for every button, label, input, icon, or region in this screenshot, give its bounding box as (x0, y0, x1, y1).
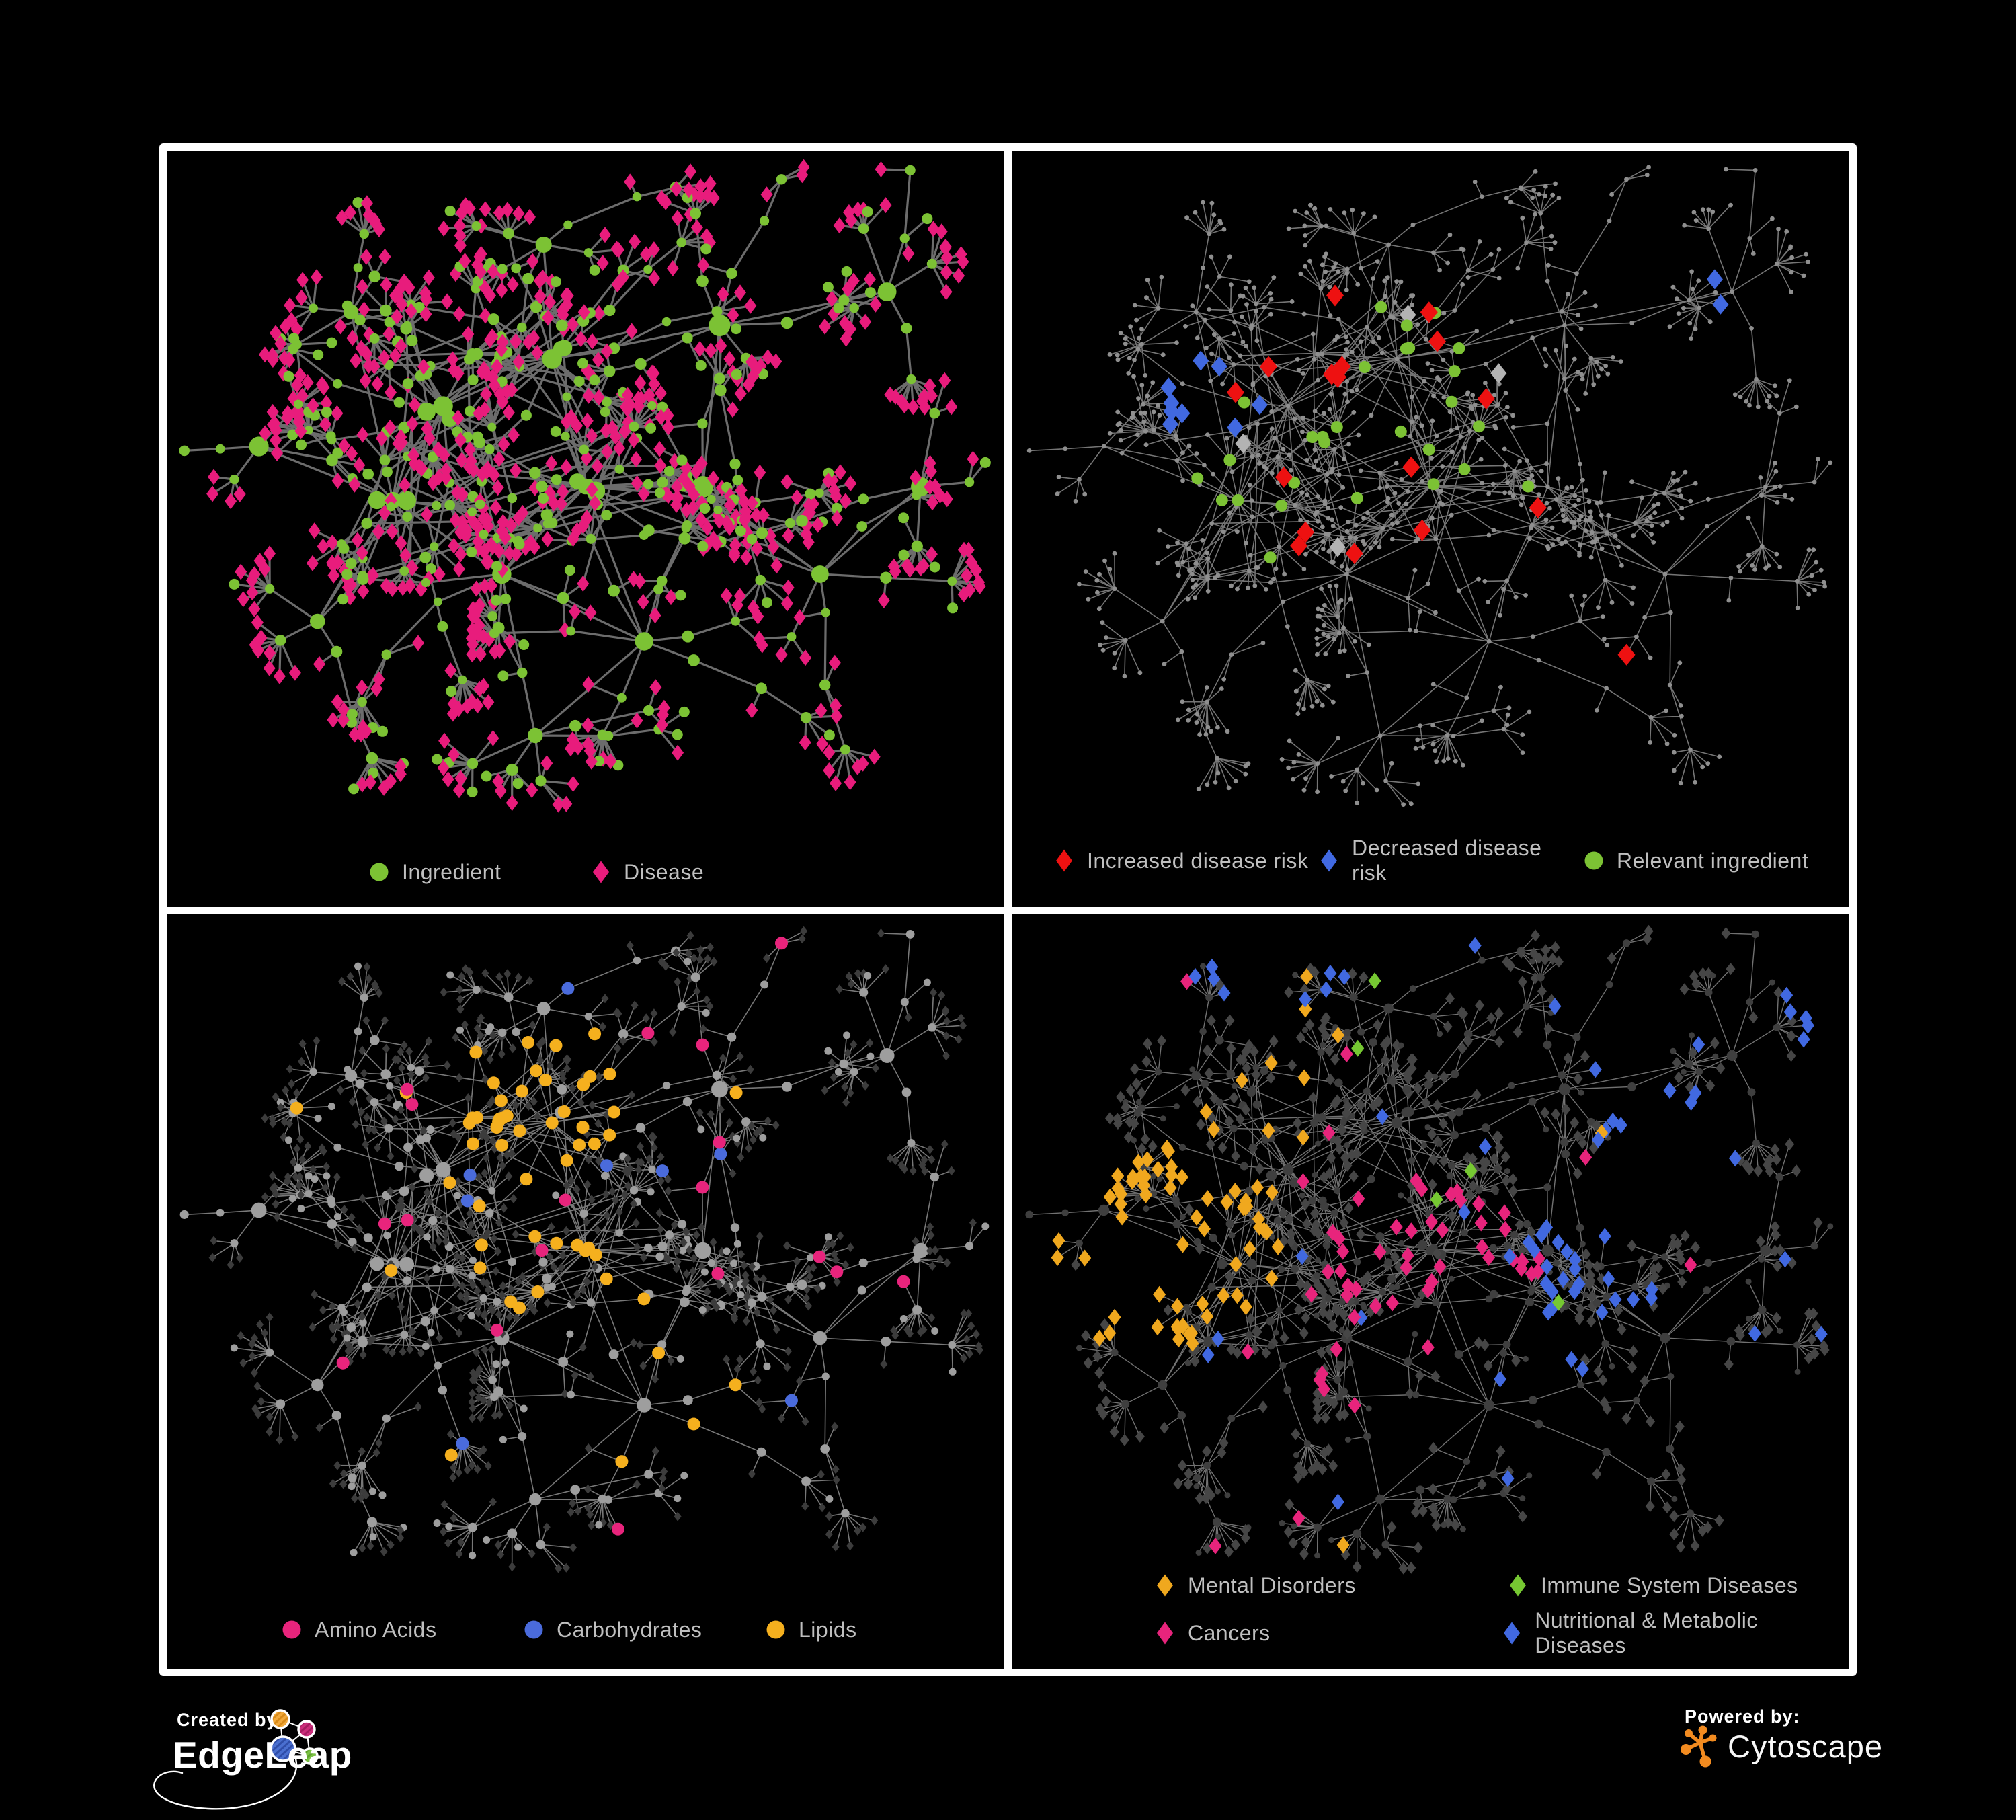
legend-item: Amino Acids (278, 1616, 520, 1643)
network-edges (1029, 167, 1831, 805)
legend-label: Cancers (1188, 1620, 1271, 1645)
legend-item: Immune System Diseases (1504, 1572, 1798, 1599)
legend-label: Mental Disorders (1188, 1573, 1356, 1597)
legend-disease-risk: Increased disease risk Decreased disease … (1012, 836, 1849, 885)
legend-row: Ingredient Disease (366, 859, 1004, 885)
legend-disease-categories: Mental Disorders Immune System Diseases Ca… (1012, 1572, 1849, 1658)
legend-item: Disease (588, 859, 809, 885)
legend-item: Mental Disorders (1152, 1572, 1504, 1599)
edgeleap-node-green (301, 1747, 319, 1765)
edgeleap-node-blue (270, 1735, 296, 1762)
edgeleap-brand-text: EdgeLeap (173, 1734, 352, 1776)
legend-marker-circle (1584, 851, 1603, 870)
legend-item: Increased disease risk (1051, 847, 1316, 874)
legend-row: Mental Disorders Immune System Diseases (1152, 1572, 1849, 1599)
legend-label: Amino Acids (315, 1617, 437, 1642)
legend-marker-diamond (1056, 849, 1072, 872)
legend-marker-diamond (1157, 1622, 1173, 1645)
legend-marker-circle (282, 1620, 301, 1639)
legend-marker-diamond (1510, 1574, 1526, 1597)
legend-label: Disease (624, 859, 704, 884)
edgeleap-node-orange (270, 1709, 290, 1729)
network-graph-macronutrients (179, 926, 990, 1573)
legend-marker-diamond (1504, 1622, 1521, 1645)
legend-row: Amino Acids Carbohydrates Lipids (278, 1616, 1004, 1643)
legend-item: Ingredient (366, 859, 588, 885)
panel-grid: Ingredient Disease Increased disease risk… (159, 143, 1857, 1676)
network-graph-disease-risk (1026, 165, 1833, 807)
legend-label: Ingredient (402, 859, 501, 884)
panel-disease-categories: Mental Disorders Immune System Diseases Ca… (1012, 914, 1849, 1669)
created-by-label: Created by: (177, 1710, 284, 1730)
panel-disease-risk: Increased disease risk Decreased disease … (1012, 151, 1849, 907)
legend-marker-diamond (1321, 849, 1337, 872)
panel-macronutrients: Amino Acids Carbohydrates Lipids (167, 914, 1004, 1669)
legend-ingredient-disease: Ingredient Disease (167, 859, 1004, 885)
legend-marker-diamond (593, 861, 609, 883)
panel-ingredient-disease: Ingredient Disease (167, 151, 1004, 907)
legend-label: Decreased disease risk (1352, 836, 1542, 885)
powered-by-label: Powered by: (1685, 1706, 1800, 1727)
cytoscape-logo (1681, 1725, 1717, 1768)
edgeleap-node-magenta (297, 1720, 316, 1739)
legend-label: Increased disease risk (1087, 848, 1309, 873)
legend-row: Increased disease risk Decreased disease … (1051, 836, 1849, 885)
legend-marker-circle (766, 1620, 785, 1639)
legend-item: Nutritional & Metabolic Diseases (1498, 1608, 1849, 1658)
legend-label: Nutritional & Metabolic Diseases (1535, 1608, 1758, 1657)
legend-marker-circle (370, 863, 389, 881)
legend-item: Carbohydrates (520, 1616, 762, 1643)
legend-marker-diamond (1157, 1574, 1173, 1597)
legend-label: Carbohydrates (557, 1617, 702, 1642)
legend-label: Relevant ingredient (1617, 848, 1809, 873)
legend-item: Cancers (1152, 1620, 1498, 1647)
legend-marker-circle (524, 1620, 543, 1639)
legend-label: Immune System Diseases (1541, 1573, 1798, 1597)
network-graph-ingredient-disease (179, 159, 991, 813)
legend-label: Lipids (799, 1617, 857, 1642)
legend-row: Cancers Nutritional & Metabolic Diseases (1152, 1608, 1849, 1658)
legend-item: Lipids (762, 1616, 1004, 1643)
edgeleap-logo (153, 1709, 319, 1810)
network-graph-disease-categories (1025, 924, 1834, 1575)
edgeleap-swoosh (153, 1757, 298, 1810)
legend-item: Decreased disease risk (1316, 836, 1580, 885)
cytoscape-brand-text: Cytoscape (1728, 1729, 1884, 1764)
legend-item: Relevant ingredient (1580, 847, 1845, 874)
legend-macronutrients: Amino Acids Carbohydrates Lipids (167, 1616, 1004, 1643)
